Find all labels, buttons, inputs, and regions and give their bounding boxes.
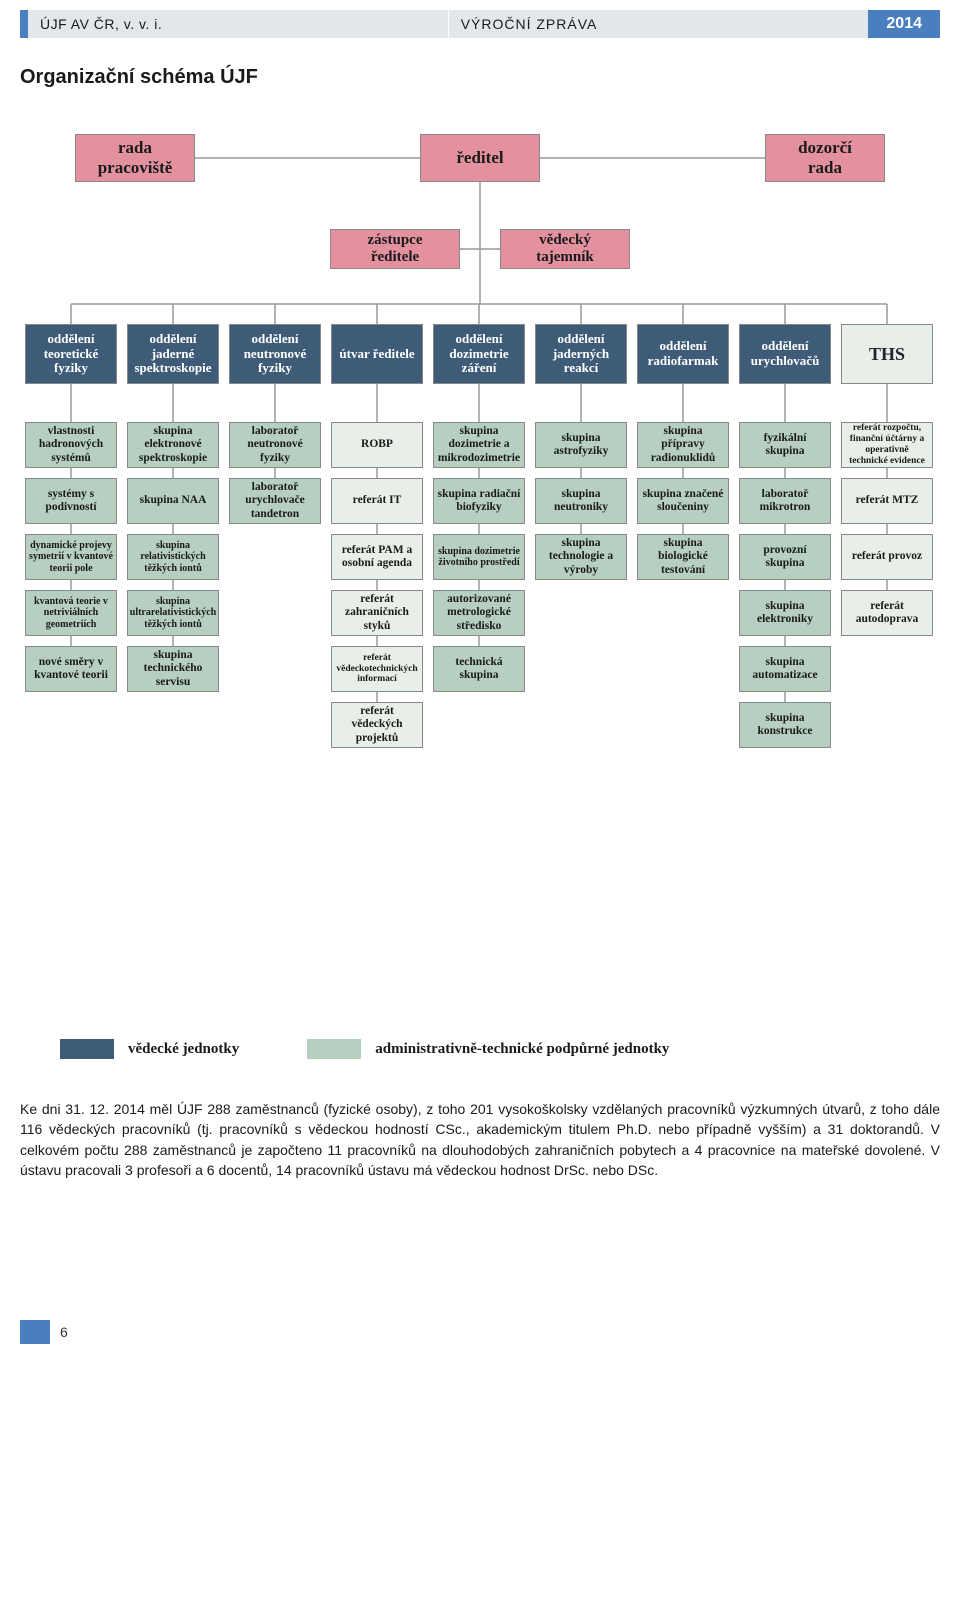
grp-1-3: skupina ultrarelativistických těžkých io… <box>127 590 219 636</box>
grp-3-3: referát zahraničních styků <box>331 590 423 636</box>
grp-3-0: ROBP <box>331 422 423 468</box>
legend-swatch-dept <box>60 1039 114 1059</box>
org-chart: radapracoviště ředitel dozorčírada zástupce… <box>20 129 940 1009</box>
dept-5: oddělení jaderných reakcí <box>535 324 627 384</box>
grp-7-4: skupina automatizace <box>739 646 831 692</box>
dept-7: oddělení urychlovačů <box>739 324 831 384</box>
header-title: VÝROČNÍ ZPRÁVA <box>448 10 869 38</box>
grp-5-2: skupina technologie a výroby <box>535 534 627 580</box>
header-org: ÚJF AV ČR, v. v. i. <box>28 10 448 38</box>
grp-6-0: skupina přípravy radionuklidů <box>637 422 729 468</box>
grp-0-0: vlastnosti hadronových systémů <box>25 422 117 468</box>
grp-3-5: referát vědeckých projektů <box>331 702 423 748</box>
grp-7-0: fyzikální skupina <box>739 422 831 468</box>
grp-4-2: skupina dozimetrie životního prostředí <box>433 534 525 580</box>
grp-0-4: nové směry v kvantové teorii <box>25 646 117 692</box>
grp-7-2: provozní skupina <box>739 534 831 580</box>
dept-8: THS <box>841 324 933 384</box>
page-number: 6 <box>60 1324 68 1340</box>
grp-8-3: referát autodoprava <box>841 590 933 636</box>
dept-6: oddělení radiofarmak <box>637 324 729 384</box>
grp-1-0: skupina elektronové spektroskopie <box>127 422 219 468</box>
grp-5-1: skupina neutroniky <box>535 478 627 524</box>
dept-1: oddělení jaderné spektroskopie <box>127 324 219 384</box>
grp-7-1: laboratoř mikrotron <box>739 478 831 524</box>
dept-3: útvar ředitele <box>331 324 423 384</box>
grp-6-1: skupina značené sloučeniny <box>637 478 729 524</box>
grp-1-1: skupina NAA <box>127 478 219 524</box>
dept-2: oddělení neutronové fyziky <box>229 324 321 384</box>
grp-4-0: skupina dozimetrie a mikrodozimetrie <box>433 422 525 468</box>
grp-1-4: skupina technického servisu <box>127 646 219 692</box>
grp-8-0: referát rozpočtu, finanční účtárny a ope… <box>841 422 933 468</box>
node-dozorci: dozorčírada <box>765 134 885 182</box>
grp-3-4: referát vědeckotechnických informací <box>331 646 423 692</box>
grp-0-1: systémy s podivností <box>25 478 117 524</box>
footer-accent <box>20 1320 50 1344</box>
page-title: Organizační schéma ÚJF <box>20 66 940 89</box>
body-paragraph: Ke dni 31. 12. 2014 měl ÚJF 288 zaměstna… <box>20 1099 940 1180</box>
page-footer: 6 <box>20 1320 940 1344</box>
header-year: 2014 <box>868 10 940 38</box>
report-header: ÚJF AV ČR, v. v. i. VÝROČNÍ ZPRÁVA 2014 <box>20 10 940 38</box>
node-tajemnik: vědeckýtajemník <box>500 229 630 269</box>
header-accent <box>20 10 28 38</box>
node-reditel: ředitel <box>420 134 540 182</box>
dept-0: oddělení teoretické fyziky <box>25 324 117 384</box>
grp-7-3: skupina elektroniky <box>739 590 831 636</box>
legend: vědecké jednotky administrativně-technic… <box>60 1039 940 1059</box>
grp-8-2: referát provoz <box>841 534 933 580</box>
grp-0-2: dynamické projevy symetrií v kvantové te… <box>25 534 117 580</box>
grp-4-4: technická skupina <box>433 646 525 692</box>
legend-label-admin: administrativně-technické podpůrné jedno… <box>375 1041 669 1058</box>
grp-3-2: referát PAM a osobní agenda <box>331 534 423 580</box>
legend-label-dept: vědecké jednotky <box>128 1041 239 1058</box>
grp-4-1: skupina radiační biofyziky <box>433 478 525 524</box>
grp-1-2: skupina relativistických těžkých iontů <box>127 534 219 580</box>
grp-4-3: autorizované metrologické středisko <box>433 590 525 636</box>
grp-7-5: skupina konstrukce <box>739 702 831 748</box>
node-rada: radapracoviště <box>75 134 195 182</box>
grp-6-2: skupina biologické testování <box>637 534 729 580</box>
grp-2-0: laboratoř neutronové fyziky <box>229 422 321 468</box>
grp-5-0: skupina astrofyziky <box>535 422 627 468</box>
grp-0-3: kvantová teorie v netriviálních geometri… <box>25 590 117 636</box>
grp-3-1: referát IT <box>331 478 423 524</box>
grp-8-1: referát MTZ <box>841 478 933 524</box>
grp-2-1: laboratoř urychlovače tandetron <box>229 478 321 524</box>
legend-swatch-admin <box>307 1039 361 1059</box>
node-zastupce: zástupceředitele <box>330 229 460 269</box>
dept-4: oddělení dozimetrie záření <box>433 324 525 384</box>
